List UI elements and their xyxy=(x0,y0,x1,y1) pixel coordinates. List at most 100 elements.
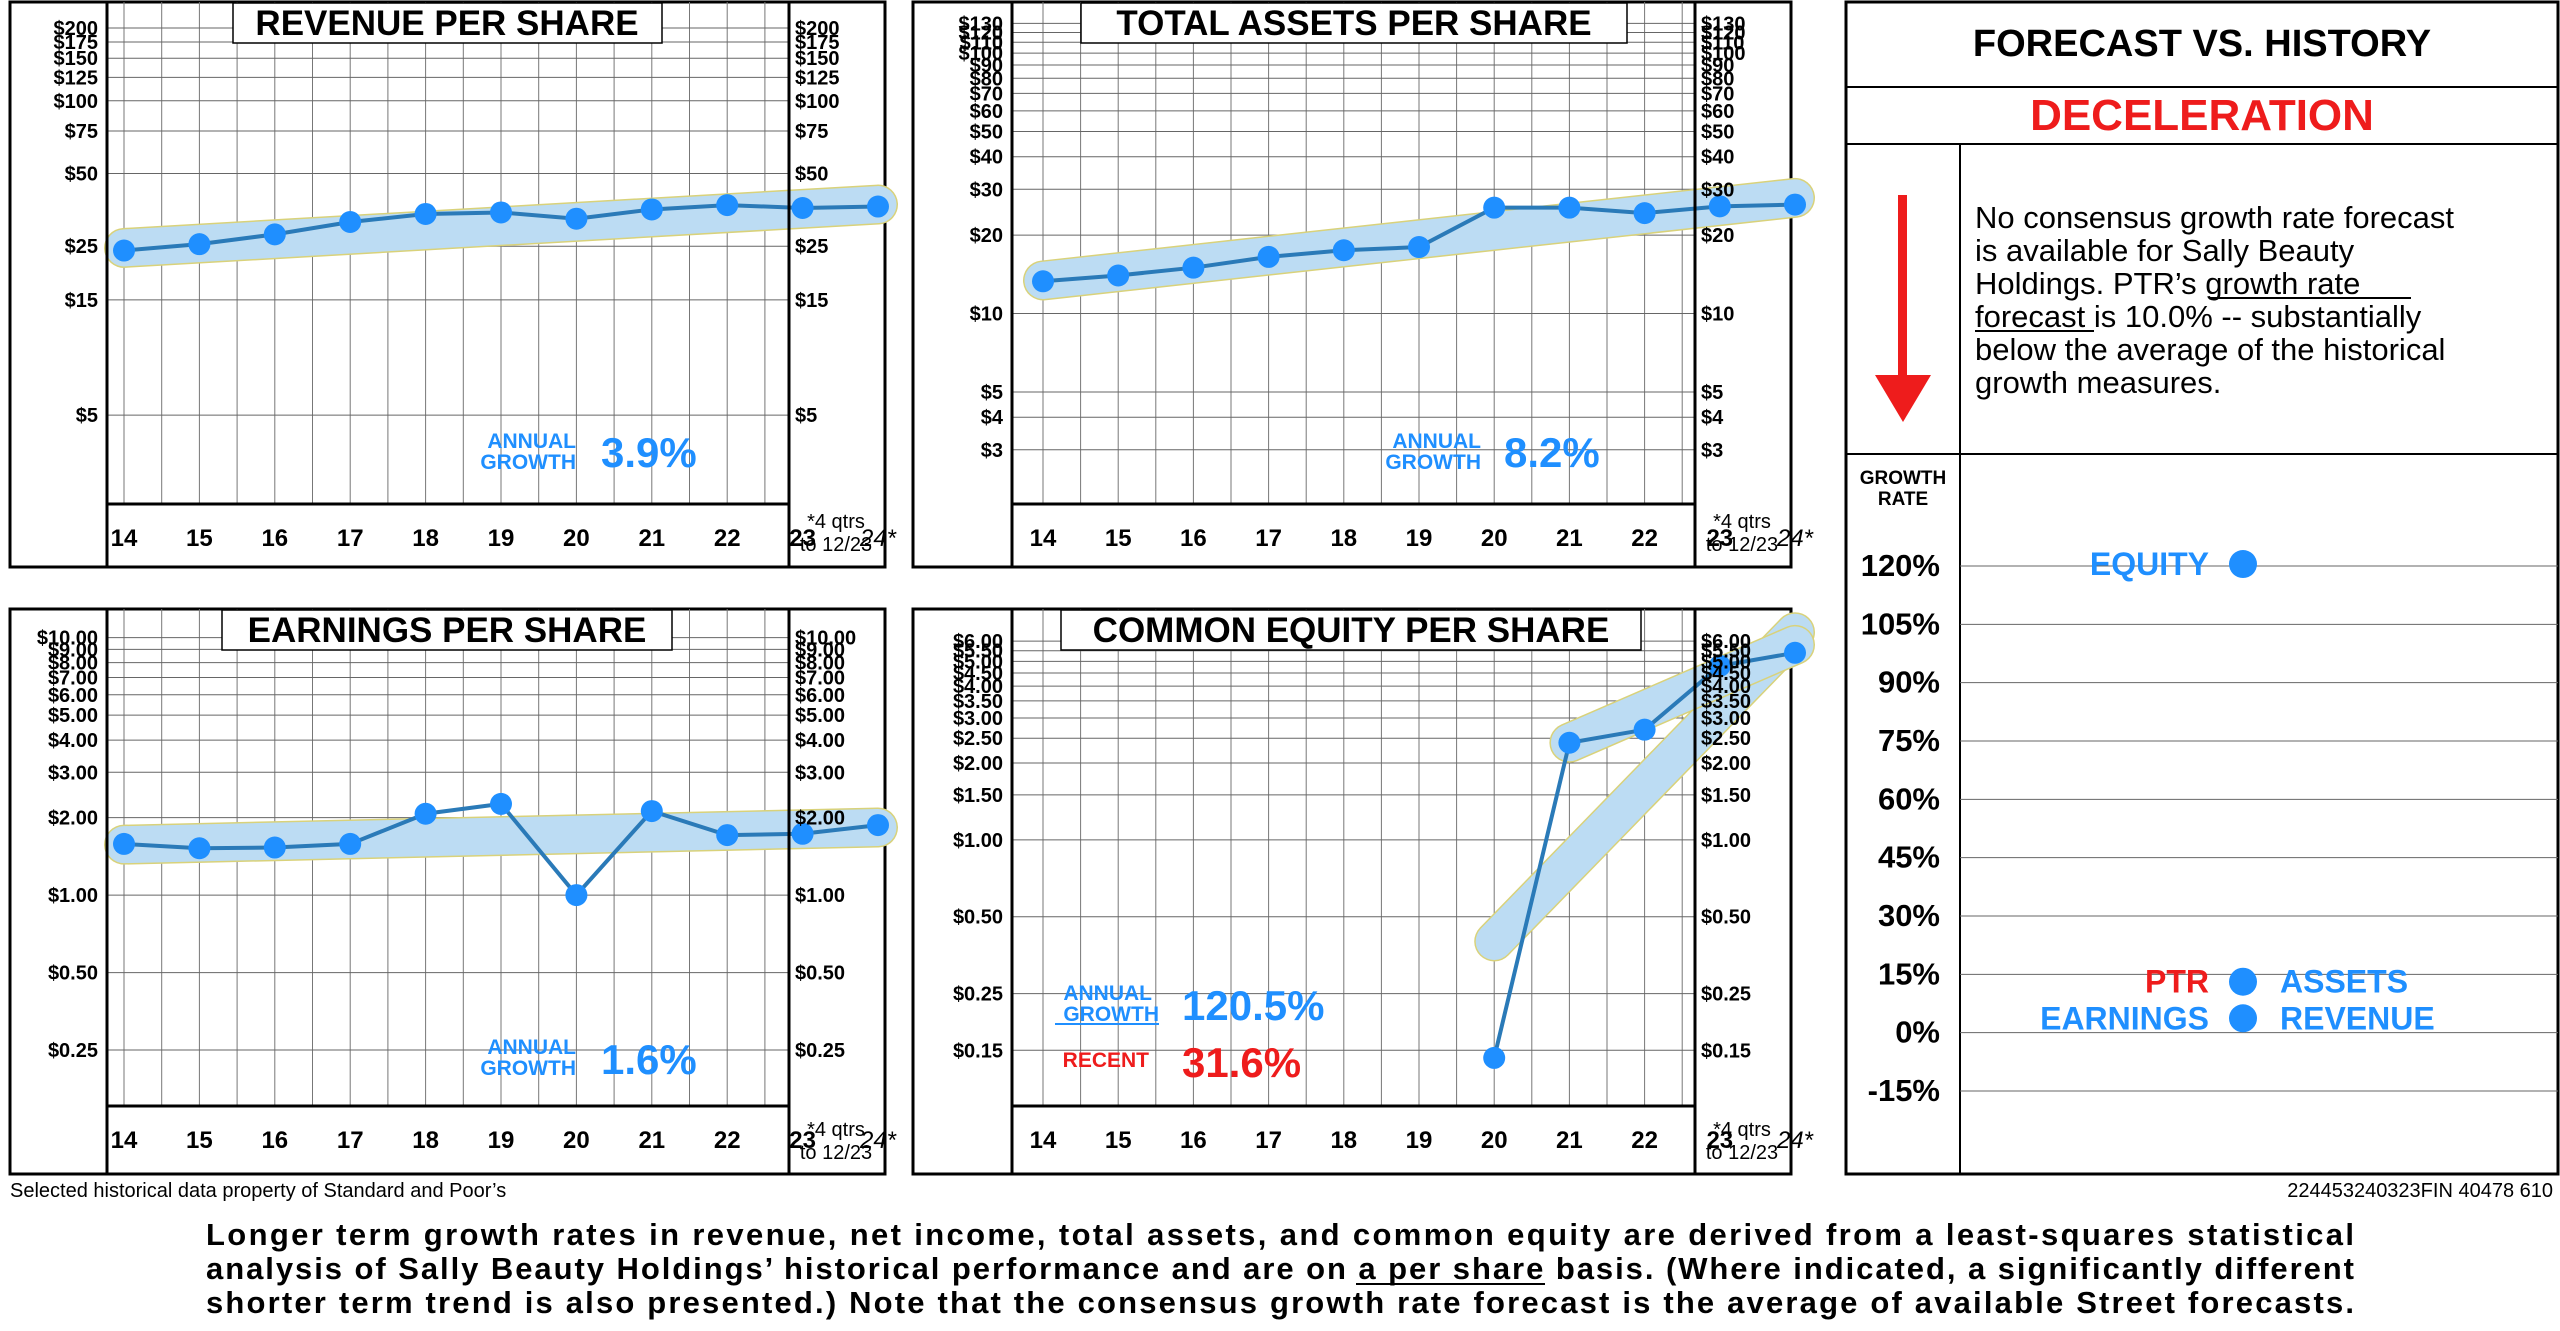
equity-year-label: 18 xyxy=(1330,1127,1357,1154)
revenue-title-box xyxy=(232,2,663,44)
assets-growth-label-1: ANNUAL xyxy=(1392,430,1481,453)
forecast-vs-history-panel: FORECAST VS. HISTORY DECELERATION No con… xyxy=(1844,0,2560,1176)
revenue-grid xyxy=(107,2,789,504)
equity-data-point xyxy=(1633,718,1656,741)
assets-year-label: 18 xyxy=(1330,525,1357,552)
revenue-data-point xyxy=(791,196,814,219)
assets-right-tick-label: $4 xyxy=(1701,407,1724,429)
equity-year-label: 24* xyxy=(1776,1127,1814,1154)
earnings-trend-band xyxy=(104,807,898,865)
assets-year-label: 15 xyxy=(1105,525,1132,552)
equity-left-tick-label: $0.25 xyxy=(953,984,1003,1006)
equity-right-ticks: $6.00$5.50$5.00$4.50$4.00$3.50$3.00$2.50… xyxy=(1701,631,1751,1062)
forecast-y-tick-label: -15% xyxy=(1868,1073,1940,1108)
assets-right-tick-label: $30 xyxy=(1701,179,1734,201)
assets-year-label: 21 xyxy=(1556,525,1583,552)
assets-year-label: 20 xyxy=(1481,525,1508,552)
forecast-y-tick-label: 0% xyxy=(1895,1015,1940,1050)
earnings-year-label: 15 xyxy=(186,1127,213,1154)
forecast-grid xyxy=(1960,565,2558,1092)
earnings-left-tick-label: $5.00 xyxy=(48,705,98,727)
assets-right-tick-label: $3 xyxy=(1701,440,1723,462)
equity-left-tick-label: $2.00 xyxy=(953,753,1003,775)
forecast-point-right-label: REVENUE xyxy=(2280,1000,2435,1036)
earnings-right-ticks: $10.00$9.00$8.00$7.00$6.00$5.00 $4.00 $3.0… xyxy=(795,628,856,1062)
equity-year-label: 19 xyxy=(1406,1127,1433,1154)
forecast-y-tick-label: 120% xyxy=(1861,548,1940,583)
forecast-point xyxy=(2229,1004,2257,1033)
revenue-left-tick-label: $15 xyxy=(65,290,98,312)
forecast-y-tick-label: 75% xyxy=(1878,723,1940,758)
earnings-data-point xyxy=(113,832,135,855)
assets-year-label: 22 xyxy=(1631,525,1658,552)
revenue-footnote-line2: to 12/23 xyxy=(800,534,872,556)
footer-code: 224453240323FIN 40478 610 xyxy=(2287,1180,2553,1202)
assets-right-tick-label: $10 xyxy=(1701,304,1734,326)
forecast-point xyxy=(2229,550,2257,579)
assets-footnote-line1: *4 qtrs xyxy=(1713,511,1771,533)
earnings-left-tick-label: $9.00 xyxy=(48,639,98,661)
earnings-trend-band xyxy=(105,809,897,864)
revenue-year-label: 20 xyxy=(563,525,590,552)
revenue-left-tick-label: $25 xyxy=(65,236,98,258)
equity-data-point xyxy=(1784,641,1806,664)
forecast-point-left-label: EARNINGS xyxy=(2040,1000,2209,1036)
footer-note-line-2: analysis of Sally Beauty Holdings’ histo… xyxy=(206,1251,2354,1286)
equity-left-tick-label: $5.50 xyxy=(953,641,1003,663)
revenue-left-tick-label: $5 xyxy=(76,405,98,427)
earnings-series xyxy=(113,792,889,907)
equity-right-tick-label: $1.00 xyxy=(1701,830,1751,852)
revenue-year-labels: 14 15 16 17 18 19 20 21 22 23 24* xyxy=(111,525,897,552)
assets-left-tick-label: $4 xyxy=(981,407,1004,429)
earnings-right-tick-label: $7.00 xyxy=(795,668,845,690)
earnings-right-tick-label: $0.25 xyxy=(795,1040,845,1062)
earnings-left-tick-label: $0.25 xyxy=(48,1040,98,1062)
revenue-right-ticks: $200$175$150$125$100 $75 $50 $25 $15 $5 xyxy=(795,18,840,427)
revenue-right-tick-label: $125 xyxy=(795,67,840,89)
footer-source: Selected historical data property of Sta… xyxy=(10,1180,506,1202)
assets-title-box xyxy=(1080,2,1628,44)
equity-right-tick-label: $5.00 xyxy=(1701,651,1751,673)
earnings-footnote-line1: *4 qtrs xyxy=(807,1119,865,1141)
revenue-data-point xyxy=(414,202,437,225)
earnings-right-tick-label: $2.00 xyxy=(795,808,845,830)
earnings-left-tick-label: $3.00 xyxy=(48,762,98,784)
equity-footnote-line1: *4 qtrs xyxy=(1713,1119,1771,1141)
revenue-data-point xyxy=(263,223,286,246)
earnings-left-tick-label: $2.00 xyxy=(48,808,98,830)
assets-year-label: 19 xyxy=(1406,525,1433,552)
revenue-year-label: 23 xyxy=(789,525,816,552)
assets-left-tick-label: $5 xyxy=(981,382,1003,404)
equity-year-label: 16 xyxy=(1180,1127,1207,1154)
equity-left-tick-label: $1.00 xyxy=(953,830,1003,852)
forecast-desc-line-5: below the average of the historical xyxy=(1975,332,2445,367)
earnings-right-tick-label: $3.00 xyxy=(795,762,845,784)
assets-right-tick-label: $5 xyxy=(1701,382,1723,404)
revenue-right-tick-label: $100 xyxy=(795,91,840,113)
earnings-growth-label-1: ANNUAL xyxy=(487,1036,576,1059)
common-equity-per-share-chart: $6.00$5.50$5.00$4.50$4.00$3.50$3.00$2.50… xyxy=(911,607,1815,1176)
revenue-trend-band xyxy=(105,186,897,267)
equity-data-point xyxy=(1483,1046,1506,1069)
earnings-left-tick-label: $6.00 xyxy=(48,685,98,707)
forecast-y-tick-label: 15% xyxy=(1878,956,1940,991)
forecast-panel-border xyxy=(1844,0,2560,1176)
assets-growth-value: 8.2% xyxy=(1504,429,1600,476)
equity-recent-label: RECENT xyxy=(1063,1049,1150,1072)
equity-right-tick-label: $0.15 xyxy=(1701,1040,1751,1062)
revenue-year-label: 16 xyxy=(261,525,288,552)
equity-left-tick-label: $4.50 xyxy=(953,663,1003,685)
assets-left-tick-label: $3 xyxy=(981,440,1003,462)
earnings-right-tick-label: $1.00 xyxy=(795,885,845,907)
earnings-right-tick-label: $10.00 xyxy=(795,628,856,650)
forecast-description: No consensus growth rate forecast is ava… xyxy=(1975,200,2454,400)
earnings-left-ticks: $10.00$9.00$8.00$7.00$6.00$5.00 $4.00 $3.0… xyxy=(37,628,98,1062)
forecast-points: EQUITY PTR ASSETS EARNINGS REVENUE xyxy=(2040,546,2435,1036)
forecast-verdict: DECELERATION xyxy=(2030,91,2374,140)
footer-note-line-3: shorter term trend is also presented.) N… xyxy=(206,1285,2354,1320)
equity-data-point xyxy=(1708,654,1731,677)
revenue-right-tick-label: $75 xyxy=(795,121,828,143)
assets-right-tick-label: $40 xyxy=(1701,147,1734,169)
forecast-point xyxy=(2229,967,2257,996)
